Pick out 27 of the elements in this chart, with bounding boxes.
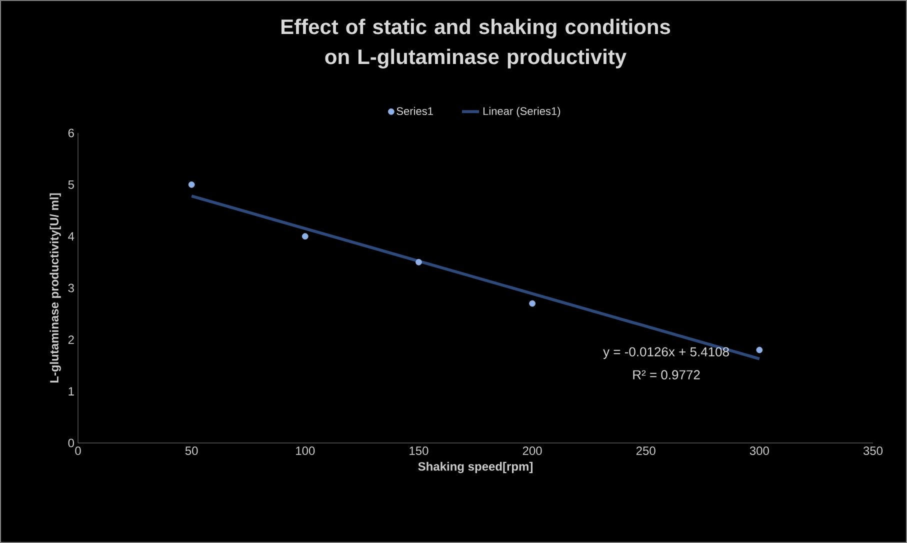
point (188, 181, 195, 188)
x-tick-label: 0 (75, 446, 81, 456)
y-tick-label: 1 (68, 387, 74, 396)
x-tick-label: 200 (522, 446, 542, 456)
y-axis-title: L-glutaminase productivity[U/ ml] (50, 193, 61, 383)
point (302, 233, 308, 240)
legend-label: Linear (Series1) (483, 106, 560, 118)
point (529, 300, 536, 307)
annotation: y = -0.0126x + 5.4108 (603, 347, 729, 359)
x-tick-label: 100 (296, 446, 315, 456)
y-tick-label: 4 (68, 232, 74, 240)
point (416, 258, 422, 266)
point (756, 346, 763, 354)
y-tick-label: 3 (68, 284, 74, 292)
y-tick-label: 5 (68, 180, 74, 189)
x-tick-label: 250 (636, 446, 656, 456)
y-tick-label: 2 (68, 335, 74, 344)
y-tick-label: 6 (68, 128, 74, 138)
chart-title: Effect of static and shaking conditions on L-glutaminase productivity (281, 18, 670, 68)
x-tick-label: 350 (863, 446, 883, 456)
x-tick-label: 300 (750, 446, 769, 456)
x-axis-title: Shaking speed[rpm] (418, 462, 532, 474)
x-tick-label: 150 (410, 446, 428, 456)
legend-label: Series1 (396, 106, 433, 116)
x-tick-label: 50 (185, 446, 198, 456)
annotation: R² = 0.9772 (633, 370, 700, 380)
y-tick-label: 0 (68, 438, 74, 448)
